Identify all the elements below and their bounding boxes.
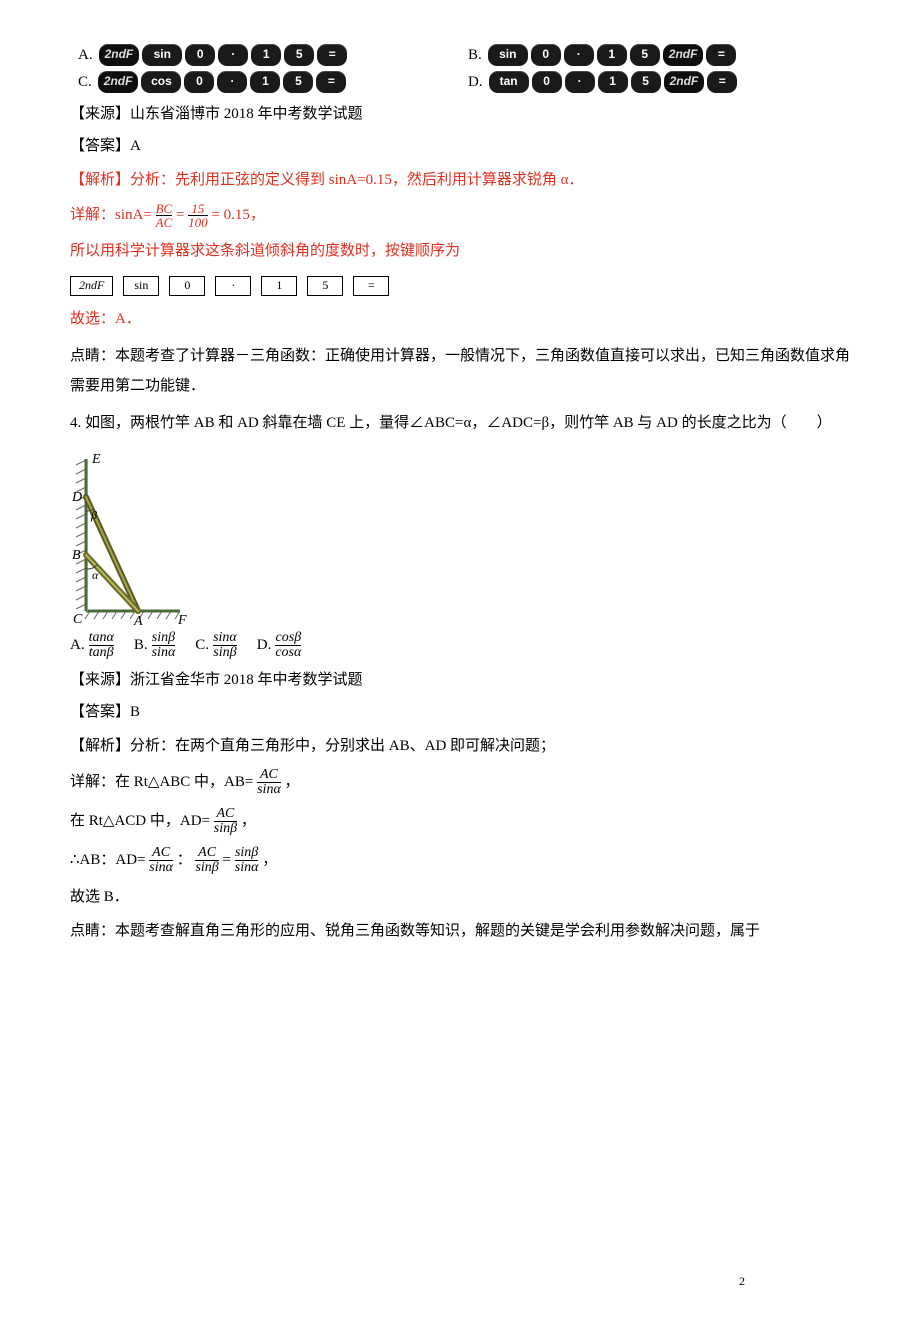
page: A. 2ndF sin 0 · 1 5 = B. sin 0 · 1 5 2nd… bbox=[70, 43, 850, 1305]
q4-d1: 详解：在 Rt△ABC 中，AB= ACsinα ， bbox=[70, 768, 850, 797]
key-eq: = bbox=[707, 71, 737, 93]
outline-keys-row: 2ndF sin 0 · 1 5 = bbox=[70, 276, 389, 296]
svg-text:C: C bbox=[73, 612, 83, 625]
q3-line2: 所以用科学计算器求这条斜道倾斜角的度数时，按键顺序为 bbox=[70, 239, 850, 263]
frac-15-100: 15100 bbox=[188, 202, 208, 229]
opt-label-b: B. bbox=[468, 43, 482, 67]
key-2ndf: 2ndF bbox=[664, 71, 705, 93]
calc-keys-d: tan 0 · 1 5 2ndF = bbox=[489, 71, 738, 93]
key-5: 5 bbox=[283, 71, 313, 93]
okey-0: 0 bbox=[169, 276, 205, 296]
key-2ndf: 2ndF bbox=[663, 44, 704, 66]
q4-tip: 点睛：本题考查解直角三角形的应用、锐角三角函数等知识，解题的关键是学会利用参数解… bbox=[70, 919, 850, 943]
q3-source: 【来源】山东省淄博市 2018 年中考数学试题 bbox=[70, 102, 850, 126]
detail-eq1: = bbox=[176, 207, 188, 223]
okey-1: 1 bbox=[261, 276, 297, 296]
q4-svg: E D B C A Fα β bbox=[70, 445, 210, 625]
svg-text:β: β bbox=[90, 508, 97, 522]
okey-dot: · bbox=[215, 276, 251, 296]
q4-analysis: 【解析】分析：在两个直角三角形中，分别求出 AB、AD 即可解决问题； bbox=[70, 734, 850, 758]
okey-eq: = bbox=[353, 276, 389, 296]
key-dot: · bbox=[565, 71, 595, 93]
q4-opt-b: B.sinβsinα bbox=[134, 631, 175, 660]
key-dot: · bbox=[564, 44, 594, 66]
key-eq: = bbox=[316, 71, 346, 93]
q3-opt-c: C. 2ndF cos 0 · 1 5 = bbox=[70, 70, 460, 94]
key-0: 0 bbox=[532, 71, 562, 93]
q3-opt-a: A. 2ndF sin 0 · 1 5 = bbox=[70, 43, 460, 67]
detail-tail: = 0.15， bbox=[211, 207, 264, 223]
detail-pre: 详解：sinA= bbox=[70, 207, 152, 223]
q3-opt-d: D. tan 0 · 1 5 2ndF = bbox=[460, 70, 850, 94]
key-1: 1 bbox=[250, 71, 280, 93]
key-1: 1 bbox=[251, 44, 281, 66]
q4-source: 【来源】浙江省金华市 2018 年中考数学试题 bbox=[70, 668, 850, 692]
key-1: 1 bbox=[598, 71, 628, 93]
key-1: 1 bbox=[597, 44, 627, 66]
q4-options: A.tanαtanβ B.sinβsinα C.sinαsinβ D.cosβc… bbox=[70, 631, 850, 660]
key-0: 0 bbox=[185, 44, 215, 66]
svg-text:E: E bbox=[91, 452, 101, 467]
analysis-text: 分析：先利用正弦的定义得到 sinA=0.15，然后利用计算器求锐角 α． bbox=[130, 172, 583, 188]
key-5: 5 bbox=[284, 44, 314, 66]
q4-opt-c: C.sinαsinβ bbox=[195, 631, 236, 660]
key-2ndf: 2ndF bbox=[98, 71, 139, 93]
key-2ndf: 2ndF bbox=[99, 44, 140, 66]
q3-answer: 【答案】A bbox=[70, 134, 850, 158]
okey-sin: sin bbox=[123, 276, 159, 296]
calc-keys-c: 2ndF cos 0 · 1 5 = bbox=[98, 71, 347, 93]
opt-label-a: A. bbox=[78, 43, 93, 67]
svg-text:α: α bbox=[92, 568, 99, 582]
key-0: 0 bbox=[184, 71, 214, 93]
svg-text:F: F bbox=[177, 613, 187, 625]
q3-outline-keys: 2ndF sin 0 · 1 5 = bbox=[70, 273, 850, 297]
calc-keys-a: 2ndF sin 0 · 1 5 = bbox=[99, 44, 348, 66]
q4-answer: 【答案】B bbox=[70, 700, 850, 724]
q3-tip: 点睛：本题考查了计算器－三角函数：正确使用计算器，一般情况下，三角函数值直接可以… bbox=[70, 341, 850, 401]
calc-keys-b: sin 0 · 1 5 2ndF = bbox=[488, 44, 737, 66]
q3-so: 故选：A． bbox=[70, 307, 850, 331]
analysis-label: 【解析】 bbox=[70, 172, 130, 188]
key-sin: sin bbox=[488, 44, 528, 66]
q3-opt-b: B. sin 0 · 1 5 2ndF = bbox=[460, 43, 850, 67]
svg-text:B: B bbox=[72, 548, 81, 563]
key-cos: cos bbox=[141, 71, 181, 93]
svg-text:A: A bbox=[133, 614, 143, 625]
q3-detail: 详解：sinA= BCAC = 15100 = 0.15， bbox=[70, 202, 850, 229]
key-dot: · bbox=[217, 71, 247, 93]
q4-opt-d: D.cosβcosα bbox=[257, 631, 302, 660]
q3-options-row-1: A. 2ndF sin 0 · 1 5 = B. sin 0 · 1 5 2nd… bbox=[70, 43, 850, 67]
key-5: 5 bbox=[630, 44, 660, 66]
q3-options-row-2: C. 2ndF cos 0 · 1 5 = D. tan 0 · 1 5 2nd… bbox=[70, 70, 850, 94]
key-dot: · bbox=[218, 44, 248, 66]
frac-bc-ac: BCAC bbox=[156, 202, 173, 229]
q4-d2: 在 Rt△ACD 中，AD= ACsinβ ， bbox=[70, 807, 850, 836]
key-5: 5 bbox=[631, 71, 661, 93]
okey-5: 5 bbox=[307, 276, 343, 296]
key-0: 0 bbox=[531, 44, 561, 66]
key-tan: tan bbox=[489, 71, 529, 93]
svg-text:D: D bbox=[71, 490, 82, 505]
page-number: 2 bbox=[739, 1272, 745, 1291]
key-eq: = bbox=[706, 44, 736, 66]
q4-so: 故选 B． bbox=[70, 885, 850, 909]
key-sin: sin bbox=[142, 44, 182, 66]
key-eq: = bbox=[317, 44, 347, 66]
q4-d3: ∴AB：AD= ACsinα ： ACsinβ = sinβsinα ， bbox=[70, 846, 850, 875]
q4-stem: 4. 如图，两根竹竿 AB 和 AD 斜靠在墙 CE 上，量得∠ABC=α，∠A… bbox=[70, 411, 850, 435]
opt-label-c: C. bbox=[78, 70, 92, 94]
q3-analysis: 【解析】分析：先利用正弦的定义得到 sinA=0.15，然后利用计算器求锐角 α… bbox=[70, 168, 850, 192]
opt-label-d: D. bbox=[468, 70, 483, 94]
okey-2ndf: 2ndF bbox=[70, 276, 113, 296]
q4-figure: E D B C A Fα β bbox=[70, 445, 850, 625]
q4-opt-a: A.tanαtanβ bbox=[70, 631, 114, 660]
